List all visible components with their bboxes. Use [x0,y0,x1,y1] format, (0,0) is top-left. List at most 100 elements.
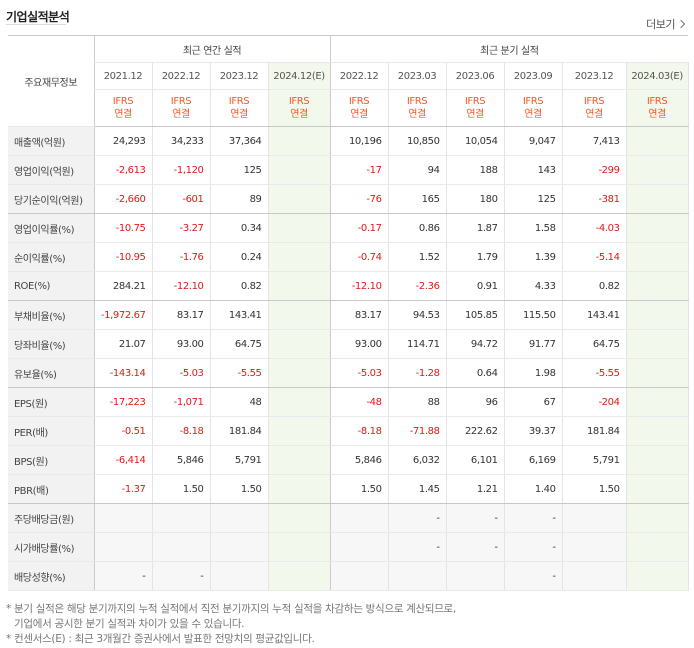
period-1: 2022.12 [151,62,210,90]
consolidated-label: 연결 [408,109,426,120]
cell-value: 4.33 [503,271,563,301]
cell-value: -0.17 [329,213,389,243]
standard-3: IFRS 연결 [267,89,331,127]
cell-value [329,532,389,562]
row-label: 배당성향(%) [8,561,94,591]
cell-value: 9,047 [503,126,563,156]
cell-value: 143 [503,155,563,185]
cell-value: -17,223 [93,387,152,417]
cell-value: 94 [387,155,447,185]
cell-value: 115.50 [503,300,563,330]
row-label: PER(배) [8,416,94,446]
cell-value: - [387,532,447,562]
consolidated-label: 연결 [585,109,603,120]
cell-value [267,503,331,533]
table-row: 배당성향(%) - - - [8,561,689,591]
period-3: 2024.12(E) [267,62,331,90]
period-6: 2023.06 [445,62,505,90]
cell-value: 1.21 [445,474,505,504]
title-underline [6,24,66,25]
table-row: 당기순이익(억원) -2,660 -601 89 -76 165 180 125 -381 [8,184,689,214]
cell-value: 143.41 [561,300,627,330]
row-label: EPS(원) [8,387,94,417]
cell-value: -381 [561,184,627,214]
footnote-1: * 분기 실적은 해당 분기까지의 누적 실적에서 직전 분기까지의 누적 실적… [6,603,456,615]
cell-value: -6,414 [93,445,152,475]
period-9: 2024.03(E) [625,62,689,90]
cell-value: 105.85 [445,300,505,330]
chevron-right-icon [676,19,686,29]
cell-value: 67 [503,387,563,417]
cell-value [329,561,389,591]
cell-value: -5.55 [209,358,268,388]
cell-value [267,300,331,330]
standard-9: IFRS 연결 [625,89,689,127]
cell-value [625,155,689,185]
cell-value: 83.17 [329,300,389,330]
cell-value: 1.52 [387,242,447,272]
cell-value [561,532,627,562]
cell-value: -8.18 [151,416,210,446]
cell-value: -5.03 [151,358,210,388]
consolidated-label: 연결 [172,109,190,120]
cell-value: 5,846 [151,445,210,475]
cell-value [625,126,689,156]
period-5: 2023.03 [387,62,447,90]
cell-value: 188 [445,155,505,185]
table-row: 주당배당금(원) - - - [8,503,689,533]
cell-value: 6,032 [387,445,447,475]
cell-value: 0.34 [209,213,268,243]
cell-value: 64.75 [561,329,627,359]
cell-value [151,503,210,533]
cell-value: 94.53 [387,300,447,330]
cell-value: 125 [209,155,268,185]
cell-value [267,561,331,591]
cell-value: 1.58 [503,213,563,243]
period-0: 2021.12 [93,62,152,90]
table-row: 부채비율(%) -1,972.67 83.17 143.41 83.17 94.53 105… [8,300,689,330]
cell-value [151,532,210,562]
row-header-label: 주요재무정보 [8,35,94,127]
more-link[interactable]: 더보기 [646,16,686,32]
cell-value: 94.72 [445,329,505,359]
cell-value [625,271,689,301]
consolidated-label: 연결 [290,109,308,120]
cell-value [445,561,505,591]
cell-value [625,445,689,475]
consolidated-label: 연결 [114,109,132,120]
cell-value: 0.86 [387,213,447,243]
cell-value: 1.50 [151,474,210,504]
cell-value: 6,169 [503,445,563,475]
cell-value: -1,071 [151,387,210,417]
cell-value: 1.50 [561,474,627,504]
cell-value: 48 [209,387,268,417]
cell-value: - [387,503,447,533]
cell-value: 88 [387,387,447,417]
cell-value [209,561,268,591]
cell-value: 0.24 [209,242,268,272]
table-row: 영업이익(억원) -2,613 -1,120 125 -17 94 188 143 -299 [8,155,689,185]
cell-value: -1.76 [151,242,210,272]
ifrs-label: IFRS [583,96,605,107]
cell-value [625,387,689,417]
cell-value: 5,791 [209,445,268,475]
cell-value: -0.51 [93,416,152,446]
cell-value: 0.91 [445,271,505,301]
cell-value [329,503,389,533]
row-label: 시가배당률(%) [8,532,94,562]
cell-value [267,329,331,359]
cell-value: -601 [151,184,210,214]
cell-value: 64.75 [209,329,268,359]
cell-value [267,155,331,185]
cell-value [267,416,331,446]
cell-value: 24,293 [93,126,152,156]
cell-value [267,213,331,243]
consolidated-label: 연결 [466,109,484,120]
cell-value [625,184,689,214]
cell-value: 10,850 [387,126,447,156]
cell-value: 143.41 [209,300,268,330]
cell-value: -48 [329,387,389,417]
row-label: 부채비율(%) [8,300,94,330]
table-row: 순이익률(%) -10.95 -1.76 0.24 -0.74 1.52 1.79 1.39-… [8,242,689,272]
cell-value: -299 [561,155,627,185]
